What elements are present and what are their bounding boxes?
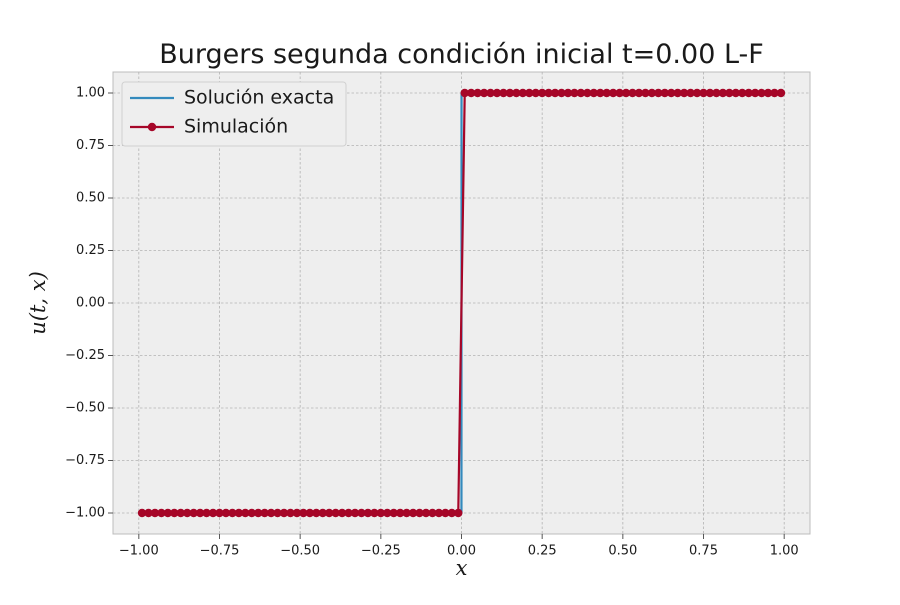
legend: Solución exacta Simulación — [122, 82, 346, 146]
x-tick-label: −1.00 — [119, 544, 159, 559]
legend-marker — [148, 123, 156, 131]
x-axis-label: x — [456, 556, 468, 580]
legend-label: Simulación — [184, 116, 288, 138]
x-tick-label: 0.75 — [689, 544, 718, 559]
y-tick-label: 0.75 — [76, 138, 105, 153]
y-tick-label: 0.25 — [76, 243, 105, 258]
y-tick-label: −1.00 — [65, 506, 105, 521]
chart-title: Burgers segunda condición inicial t=0.00… — [159, 39, 764, 70]
legend-label: Solución exacta — [184, 87, 334, 109]
y-tick-label: 0.50 — [76, 191, 105, 206]
data-point — [454, 509, 462, 517]
y-axis-label: u(t, x) — [26, 271, 50, 335]
x-tick-label: 0.50 — [608, 544, 637, 559]
x-tick-label: −0.50 — [280, 544, 320, 559]
y-tick-label: 0.00 — [76, 296, 105, 311]
y-tick-label: −0.25 — [65, 348, 105, 363]
x-tick-label: −0.75 — [200, 544, 240, 559]
y-tick-label: −0.75 — [65, 453, 105, 468]
y-tick-label: −0.50 — [65, 401, 105, 416]
x-tick-label: 1.00 — [770, 544, 799, 559]
y-tick-label: 1.00 — [76, 86, 105, 101]
x-tick-label: 0.25 — [528, 544, 557, 559]
x-tick-label: −0.25 — [361, 544, 401, 559]
data-point — [777, 89, 785, 97]
